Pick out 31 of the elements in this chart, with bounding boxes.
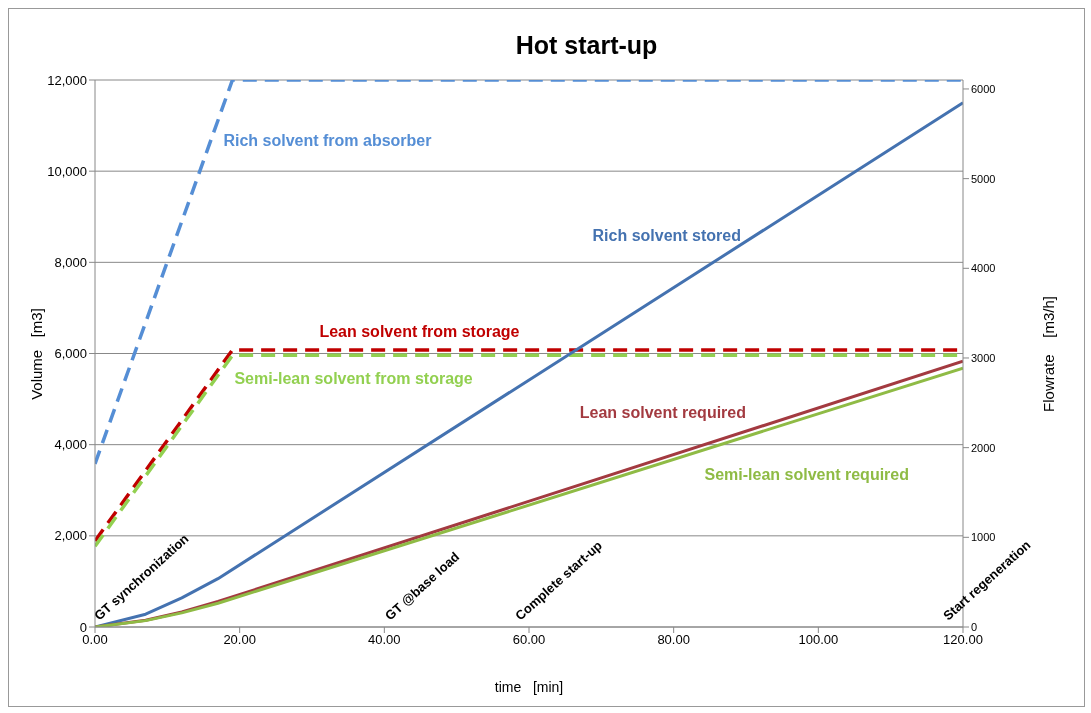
y2-tick-label: 6000 bbox=[971, 82, 996, 95]
series-label: Semi-lean solvent required bbox=[704, 466, 909, 484]
x-tick-label: 100.00 bbox=[798, 632, 839, 648]
y-axis-title: Volume [m3] bbox=[27, 308, 45, 400]
series-label: Lean solvent from storage bbox=[319, 322, 520, 340]
series-label: Semi-lean solvent from storage bbox=[234, 370, 473, 388]
x-tick-label: 0.00 bbox=[82, 632, 108, 648]
y2-axis-title: Flowrate [m3/h] bbox=[1039, 296, 1057, 412]
series-label: Lean solvent required bbox=[579, 404, 746, 422]
y2-tick-label: 0 bbox=[971, 620, 978, 633]
x-tick-label: 20.00 bbox=[223, 632, 256, 648]
y2-tick-label: 2000 bbox=[971, 441, 996, 454]
x-tick-label: 60.00 bbox=[512, 632, 546, 648]
series-label: Rich solvent stored bbox=[592, 226, 741, 244]
y-tick-label: 2,000 bbox=[54, 528, 87, 544]
y2-tick-label: 1000 bbox=[971, 531, 996, 544]
y-tick-label: 10,000 bbox=[47, 163, 87, 179]
x-tick-label: 120.00 bbox=[943, 632, 983, 648]
y-tick-label: 4,000 bbox=[54, 437, 87, 453]
series-label: Rich solvent from absorber bbox=[223, 132, 432, 149]
x-tick-label: 40.00 bbox=[368, 632, 401, 648]
y2-tick-label: 3000 bbox=[971, 351, 996, 364]
y-tick-label: 8,000 bbox=[54, 254, 87, 270]
chart-title: Hot start-up bbox=[514, 31, 659, 60]
y-tick-label: 12,000 bbox=[47, 72, 87, 88]
y2-tick-label: 5000 bbox=[971, 172, 996, 185]
y-tick-label: 0 bbox=[79, 619, 87, 635]
y-tick-label: 6,000 bbox=[54, 346, 87, 362]
y2-tick-label: 4000 bbox=[971, 262, 996, 275]
x-tick-label: 80.00 bbox=[657, 632, 690, 648]
x-axis-title: time [min] bbox=[493, 679, 565, 695]
